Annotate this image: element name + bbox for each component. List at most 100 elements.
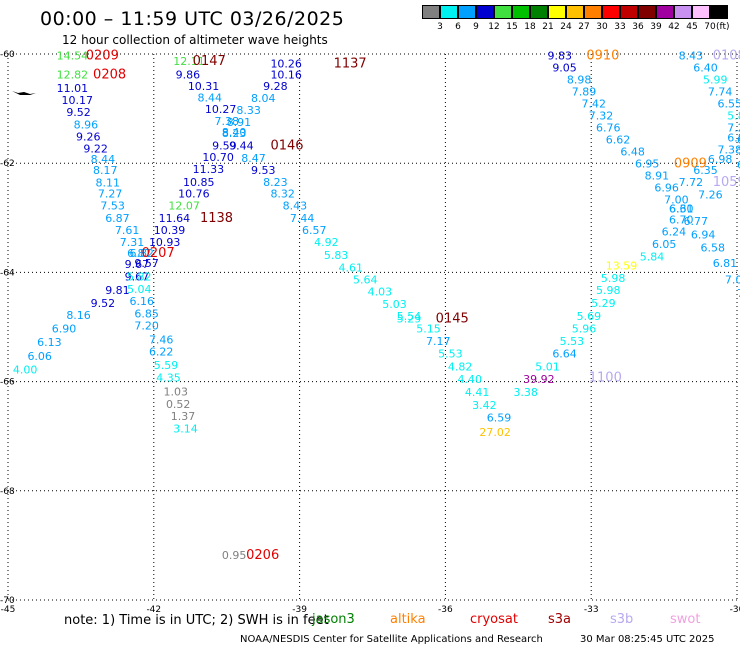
wave-height-label: 9.86 xyxy=(176,69,201,82)
wave-height-label: 5.04 xyxy=(127,283,152,296)
wave-height-label: 5.98 xyxy=(596,284,621,297)
wave-height-label: 6.55 xyxy=(718,98,740,111)
lat-tick-label: -60 xyxy=(0,50,15,60)
wave-height-label: 7.38 xyxy=(718,143,740,156)
wave-height-label: 10.93 xyxy=(149,236,181,249)
wave-height-label: 10.70 xyxy=(202,151,234,164)
wave-height-label: 7.05 xyxy=(725,273,740,286)
wave-height-label: 6.05 xyxy=(652,238,677,251)
wave-height-label: 4.00 xyxy=(13,363,38,376)
wave-height-label: 1.03 xyxy=(164,385,189,398)
lon-tick-label: -45 xyxy=(1,605,16,615)
lat-tick-label: -70 xyxy=(0,596,15,606)
legend-swatch xyxy=(584,5,602,19)
wave-height-label: 8.33 xyxy=(236,104,260,117)
legend-swatch xyxy=(512,5,530,19)
legend-label: 12 xyxy=(488,22,500,32)
wave-height-label: 3.42 xyxy=(472,399,497,412)
wave-height-label: 5.01 xyxy=(535,361,560,374)
wave-height-label: 6.16 xyxy=(130,295,155,308)
graticule xyxy=(7,53,738,601)
legend-swatch xyxy=(494,5,512,19)
wave-height-label: 9.53 xyxy=(251,164,276,177)
wave-height-label: 6.82 xyxy=(130,247,155,260)
wave-height-label: 5.03 xyxy=(382,298,407,311)
legend-swatch xyxy=(620,5,638,19)
note-text: note: 1) Time is in UTC; 2) SWH is in fe… xyxy=(64,613,329,628)
lat-tick-label: -62 xyxy=(0,159,15,169)
legend-label: 70 xyxy=(704,22,716,32)
legend-swatch xyxy=(422,5,440,19)
page-title: 00:00 – 11:59 UTC 03/26/2025 xyxy=(40,8,345,30)
wave-height-label: 7.26 xyxy=(698,189,723,202)
wave-height-label: 6.90 xyxy=(52,322,77,335)
wave-height-label: 0.95 xyxy=(222,549,247,562)
wave-height-label: 27.02 xyxy=(479,426,511,439)
wave-height-label: 6.86 xyxy=(737,134,740,147)
wave-height-label: 6.59 xyxy=(487,411,512,424)
wave-height-label: 8.11 xyxy=(95,177,120,190)
wave-height-label: 8.40 xyxy=(222,126,247,139)
wave-height-label: 9.83 xyxy=(547,49,572,62)
wave-height-label: 14.54 xyxy=(57,49,89,62)
wave-height-label: 6.57 xyxy=(302,224,327,237)
legend-label: 3 xyxy=(437,22,443,32)
wave-height-label: 9.22 xyxy=(83,142,108,155)
legend-label: 6 xyxy=(455,22,461,32)
wave-height-label: 9.52 xyxy=(66,106,91,119)
legend-swatch xyxy=(530,5,548,19)
wave-height-label: 7.17 xyxy=(426,335,451,348)
wave-height-label: 10.16 xyxy=(270,69,302,82)
wave-height-label: 5.83 xyxy=(324,249,349,262)
wave-height-label: 8.44 xyxy=(198,92,223,105)
legend-swatch xyxy=(638,5,656,19)
legend-label: 39 xyxy=(650,22,662,32)
wave-height-label: 6.98 xyxy=(708,153,733,166)
wave-height-label: 3.38 xyxy=(513,386,538,399)
wave-height-label: 5.96 xyxy=(572,322,597,335)
wave-height-label: 6.06 xyxy=(27,350,52,363)
lat-tick-label: -68 xyxy=(0,487,15,497)
wave-height-label: 6.96 xyxy=(654,182,679,195)
wave-height-label: 6.81 xyxy=(713,257,738,270)
legend-swatch xyxy=(656,5,674,19)
wave-height-label: 6.48 xyxy=(620,146,645,159)
wave-height-label: 7.0 xyxy=(737,145,740,158)
wave-height-label: 5.84 xyxy=(727,110,740,123)
wave-height-label: 6.64 xyxy=(552,348,577,361)
wave-height-label: 7.26 xyxy=(727,122,740,135)
wave-height-label: 5.29 xyxy=(591,297,616,310)
pass-time-label: 0207 xyxy=(142,246,175,261)
legend-label: 42 xyxy=(668,22,680,32)
wave-height-label: 5.53 xyxy=(560,335,585,348)
wave-height-label: 5.98 xyxy=(601,272,626,285)
wave-height-label: 6.58 xyxy=(701,242,726,255)
pass-time-label: 0108 xyxy=(713,48,740,63)
wave-height-label: 6.77 xyxy=(684,215,709,228)
wave-height-label: 9.05 xyxy=(552,61,577,74)
legend-label: 45 xyxy=(686,22,698,32)
wave-height-label: 6.76 xyxy=(596,122,621,135)
wave-height-label: 6.6 xyxy=(737,159,740,172)
wave-height-label: 9.57 xyxy=(134,257,159,270)
axis-labels: -45 -42 -39 -36 -33 -30 -60 -62 -64 -66 -68 -70 xyxy=(0,50,740,615)
wave-height-label: 4.03 xyxy=(368,285,393,298)
wave-height-label: 5.64 xyxy=(353,273,378,286)
wave-height-label: 7.42 xyxy=(581,98,606,111)
wave-height-label: 8.23 xyxy=(222,127,247,140)
land-outline xyxy=(12,91,36,95)
wave-height-label: 8.91 xyxy=(227,116,252,129)
wave-height-label: 8.16 xyxy=(66,309,91,322)
wave-height-label: 4.92 xyxy=(314,236,339,249)
satellite-cryosat: cryosat xyxy=(470,612,518,627)
wave-height-label: 3.14 xyxy=(173,422,198,435)
legend-label: 9 xyxy=(473,22,479,32)
wave-height-label: 6.35 xyxy=(693,164,718,177)
pass-time-label: 0209 xyxy=(86,48,119,63)
wave-height-label: 5.15 xyxy=(416,322,441,335)
wave-height-label: 7.72 xyxy=(679,176,704,189)
wave-height-label: 10.27 xyxy=(205,103,237,116)
wave-height-label: 10.39 xyxy=(154,224,186,237)
wave-height-label: 10.26 xyxy=(270,58,302,71)
wave-height-label: 5.53 xyxy=(438,348,463,361)
